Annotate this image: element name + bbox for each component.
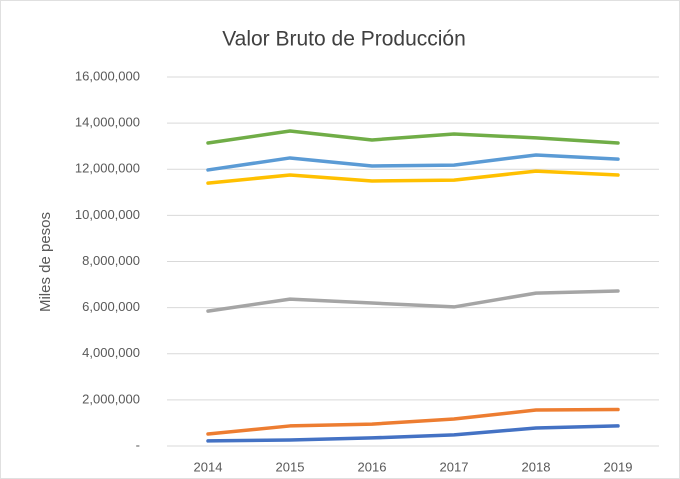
y-tick-label: 14,000,000 xyxy=(75,115,140,130)
y-tick-label: 10,000,000 xyxy=(75,207,140,222)
series-line xyxy=(206,169,620,185)
y-tick-label: 6,000,000 xyxy=(82,299,140,314)
x-tick-label: 2019 xyxy=(604,459,633,474)
series-line xyxy=(206,407,620,436)
x-tick-label: 2016 xyxy=(358,459,387,474)
y-axis-label: Miles de pesos xyxy=(37,212,54,312)
series-line xyxy=(206,424,620,443)
x-tick-label: 2017 xyxy=(440,459,469,474)
series-line xyxy=(206,153,620,172)
y-tick-label: - xyxy=(136,437,140,452)
x-tick-label: 2015 xyxy=(276,459,305,474)
y-tick-label: 4,000,000 xyxy=(82,345,140,360)
y-tick-label: 16,000,000 xyxy=(75,68,140,83)
x-tick-label: 2014 xyxy=(194,459,223,474)
x-tick-label: 2018 xyxy=(522,459,551,474)
series-line xyxy=(206,289,620,313)
chart-title: Valor Bruto de Producción xyxy=(222,28,466,51)
y-tick-label: 8,000,000 xyxy=(82,253,140,268)
y-tick-label: 2,000,000 xyxy=(82,391,140,406)
series-line xyxy=(206,129,620,145)
y-tick-label: 12,000,000 xyxy=(75,161,140,176)
